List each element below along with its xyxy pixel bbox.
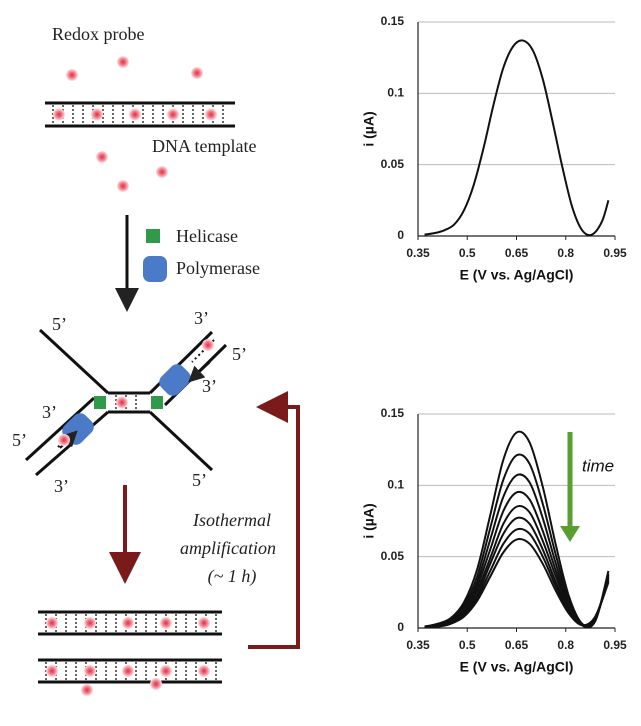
probe	[150, 678, 162, 690]
data-line	[424, 473, 610, 628]
y-axis-title: i (µA)	[361, 503, 377, 538]
diagram: Redox probe DNA template Helicase Polyme…	[12, 24, 276, 587]
probe	[202, 339, 214, 351]
probe	[122, 617, 134, 629]
data-line	[424, 430, 610, 629]
probe	[198, 617, 210, 629]
y-tick-label: 0	[397, 620, 404, 634]
probe	[191, 67, 203, 79]
annotation: time	[582, 456, 614, 475]
x-tick-label: 0.5	[459, 246, 476, 260]
amplification-label: Isothermal	[192, 510, 271, 530]
probe	[129, 108, 141, 121]
probe	[116, 396, 128, 409]
x-tick-label: 0.95	[603, 638, 627, 652]
end-label: 3’	[202, 376, 217, 396]
end-label: 3’	[54, 476, 69, 496]
polymerase-label: Polymerase	[176, 258, 260, 278]
probe	[167, 108, 179, 121]
amplification-label: amplification	[180, 538, 276, 558]
data-line	[424, 39, 610, 237]
probe	[122, 665, 134, 677]
end-label: 5’	[192, 470, 207, 490]
probe	[84, 617, 96, 629]
probe	[117, 180, 129, 192]
probe	[117, 56, 129, 68]
y-tick-label: 0.05	[381, 549, 405, 563]
helicase-label: Helicase	[176, 226, 238, 246]
x-tick-label: 0.95	[603, 246, 627, 260]
end-label: 5’	[232, 344, 247, 364]
dna-rungs	[45, 56, 224, 696]
y-tick-label: 0.05	[381, 157, 405, 171]
data-line	[424, 505, 610, 628]
probe	[58, 434, 70, 446]
probe	[46, 665, 58, 677]
x-tick-label: 0.8	[557, 638, 574, 652]
amplification-label: (~ 1 h)	[208, 566, 257, 587]
end-label: 3’	[42, 402, 57, 422]
probe	[91, 108, 103, 121]
end-label: 5’	[12, 430, 27, 450]
data-line	[424, 538, 610, 628]
y-tick-label: 0.1	[387, 86, 404, 100]
probe	[66, 69, 78, 81]
probe	[96, 151, 108, 163]
x-tick-label: 0.65	[505, 638, 529, 652]
probe	[46, 617, 58, 629]
data-line	[424, 490, 610, 628]
x-tick-label: 0.65	[505, 246, 529, 260]
y-tick-label: 0.1	[387, 478, 404, 492]
probe	[156, 166, 168, 178]
x-tick-label: 0.5	[459, 638, 476, 652]
x-axis-title: E (V vs. Ag/AgCl)	[460, 267, 574, 283]
annotation-arrowhead	[560, 526, 580, 542]
y-tick-label: 0	[397, 228, 404, 242]
end-label: 5’	[52, 314, 67, 334]
probe	[81, 684, 93, 696]
probe	[84, 665, 96, 677]
redox-label: Redox probe	[52, 24, 144, 44]
x-tick-label: 0.35	[406, 638, 430, 652]
probe	[160, 617, 172, 629]
end-label: 3’	[194, 308, 209, 328]
template-label: DNA template	[152, 136, 256, 156]
data-line	[424, 527, 610, 628]
x-tick-label: 0.8	[557, 246, 574, 260]
y-axis-title: i (µA)	[361, 111, 377, 146]
probe	[160, 665, 172, 677]
probe	[198, 665, 210, 677]
probe	[205, 108, 217, 121]
data-line	[424, 516, 610, 628]
x-tick-label: 0.35	[406, 246, 430, 260]
data-line	[424, 453, 610, 629]
probe	[53, 108, 65, 121]
diagram-shapes	[24, 101, 300, 684]
x-axis-title: E (V vs. Ag/AgCl)	[460, 659, 574, 675]
y-tick-label: 0.15	[381, 14, 405, 28]
y-tick-label: 0.15	[381, 406, 405, 420]
